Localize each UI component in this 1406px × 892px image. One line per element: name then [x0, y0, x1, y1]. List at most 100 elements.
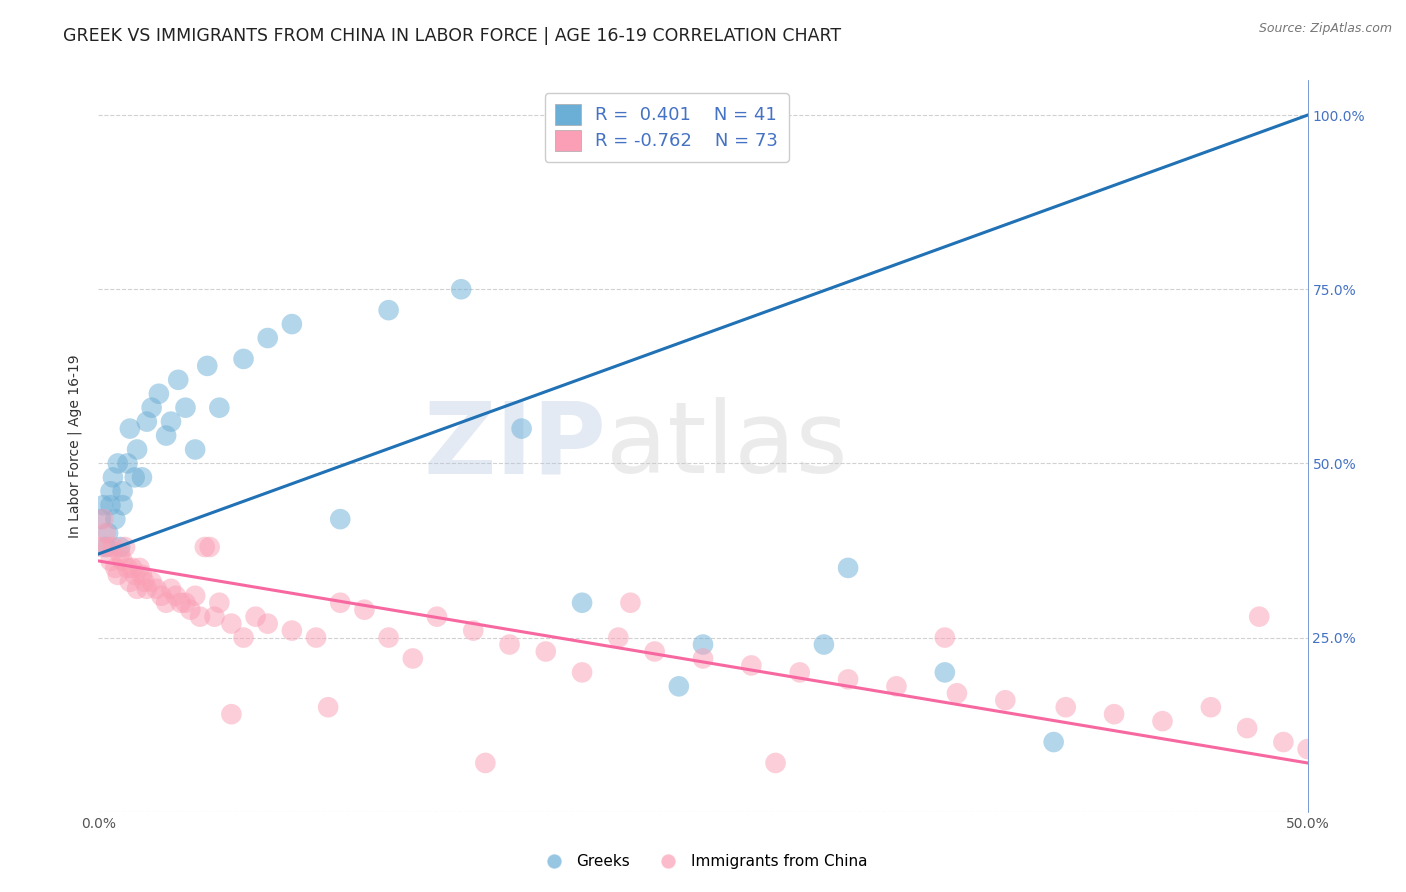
- Point: [107, 567, 129, 582]
- Point: [377, 303, 399, 318]
- Point: [100, 554, 122, 568]
- Point: [740, 658, 762, 673]
- Point: [97, 526, 120, 541]
- Point: [1054, 700, 1077, 714]
- Legend: R =  0.401    N = 41, R = -0.762    N = 73: R = 0.401 N = 41, R = -0.762 N = 73: [544, 93, 789, 161]
- Point: [1296, 742, 1319, 756]
- Point: [135, 415, 157, 429]
- Point: [463, 624, 485, 638]
- Point: [450, 282, 472, 296]
- Point: [644, 644, 666, 658]
- Point: [1236, 721, 1258, 735]
- Point: [97, 540, 120, 554]
- Point: [141, 574, 163, 589]
- Point: [1272, 735, 1295, 749]
- Y-axis label: In Labor Force | Age 16-19: In Labor Force | Age 16-19: [67, 354, 83, 538]
- Point: [160, 582, 183, 596]
- Point: [426, 609, 449, 624]
- Point: [131, 470, 153, 484]
- Point: [111, 554, 134, 568]
- Point: [108, 540, 131, 554]
- Point: [101, 540, 124, 554]
- Point: [994, 693, 1017, 707]
- Point: [111, 498, 134, 512]
- Point: [281, 317, 304, 331]
- Point: [148, 386, 170, 401]
- Point: [1152, 714, 1174, 728]
- Point: [498, 638, 520, 652]
- Point: [474, 756, 496, 770]
- Point: [204, 609, 226, 624]
- Point: [117, 561, 139, 575]
- Text: ZIP: ZIP: [423, 398, 606, 494]
- Point: [188, 609, 211, 624]
- Point: [111, 484, 134, 499]
- Point: [1042, 735, 1064, 749]
- Point: [232, 351, 254, 366]
- Point: [91, 498, 114, 512]
- Point: [127, 442, 149, 457]
- Text: atlas: atlas: [606, 398, 848, 494]
- Point: [946, 686, 969, 700]
- Point: [118, 574, 141, 589]
- Point: [184, 442, 207, 457]
- Point: [245, 609, 267, 624]
- Point: [108, 547, 131, 561]
- Point: [353, 603, 375, 617]
- Point: [837, 673, 859, 687]
- Point: [90, 540, 112, 554]
- Point: [101, 470, 124, 484]
- Text: GREEK VS IMMIGRANTS FROM CHINA IN LABOR FORCE | AGE 16-19 CORRELATION CHART: GREEK VS IMMIGRANTS FROM CHINA IN LABOR …: [63, 27, 841, 45]
- Point: [305, 631, 328, 645]
- Point: [329, 512, 352, 526]
- Point: [789, 665, 811, 680]
- Point: [232, 631, 254, 645]
- Legend: Greeks, Immigrants from China: Greeks, Immigrants from China: [531, 848, 875, 875]
- Point: [316, 700, 339, 714]
- Point: [668, 679, 690, 693]
- Point: [281, 624, 304, 638]
- Point: [104, 561, 127, 575]
- Point: [198, 540, 221, 554]
- Point: [94, 540, 117, 554]
- Point: [765, 756, 787, 770]
- Point: [107, 457, 129, 471]
- Point: [571, 596, 593, 610]
- Point: [155, 428, 177, 442]
- Point: [121, 561, 143, 575]
- Point: [100, 484, 122, 499]
- Point: [174, 596, 197, 610]
- Point: [692, 638, 714, 652]
- Point: [184, 589, 207, 603]
- Point: [221, 616, 243, 631]
- Point: [208, 596, 231, 610]
- Point: [167, 373, 190, 387]
- Point: [165, 589, 187, 603]
- Point: [1102, 707, 1125, 722]
- Point: [208, 401, 231, 415]
- Point: [607, 631, 630, 645]
- Point: [195, 359, 218, 373]
- Point: [813, 638, 835, 652]
- Point: [402, 651, 425, 665]
- Point: [169, 596, 191, 610]
- Point: [1249, 609, 1271, 624]
- Point: [94, 526, 117, 541]
- Point: [179, 603, 201, 617]
- Text: Source: ZipAtlas.com: Source: ZipAtlas.com: [1258, 22, 1392, 36]
- Point: [886, 679, 908, 693]
- Point: [329, 596, 352, 610]
- Point: [131, 567, 153, 582]
- Point: [91, 512, 114, 526]
- Point: [692, 651, 714, 665]
- Point: [619, 596, 641, 610]
- Point: [174, 401, 197, 415]
- Point: [150, 589, 173, 603]
- Point: [145, 582, 167, 596]
- Point: [114, 540, 136, 554]
- Point: [134, 574, 156, 589]
- Point: [128, 561, 150, 575]
- Point: [104, 512, 127, 526]
- Point: [377, 631, 399, 645]
- Point: [534, 644, 557, 658]
